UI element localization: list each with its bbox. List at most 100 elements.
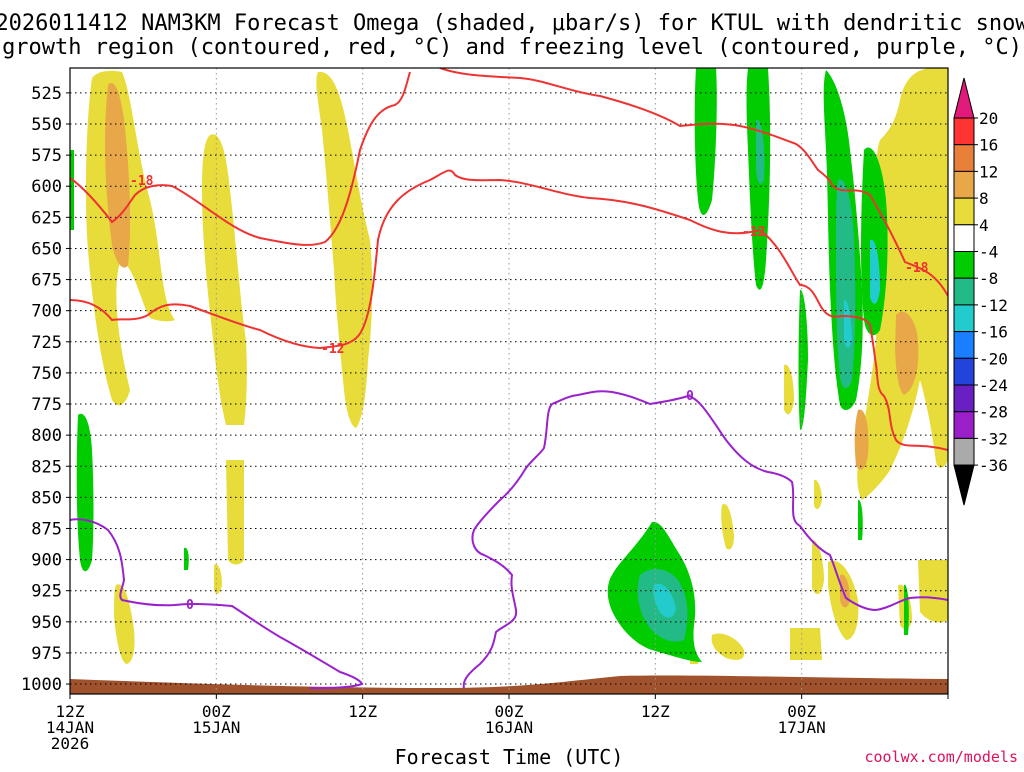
x-tick-label: 12Z <box>56 702 85 721</box>
y-tick-label: 875 <box>31 519 62 539</box>
colorbar-segment <box>953 277 975 306</box>
colorbar-segment <box>953 357 975 386</box>
y-tick-label: 650 <box>31 239 62 259</box>
y-tick-label: 600 <box>31 177 62 197</box>
x-tick-label: 16JAN <box>485 718 533 737</box>
colorbar-label: -8 <box>979 269 998 288</box>
omega-negative-area <box>76 413 94 572</box>
y-tick-label: 550 <box>31 115 62 135</box>
contour-lines: -18 -12 -18 -12 0 0 <box>70 68 948 689</box>
colorbar-label: -36 <box>979 456 1008 475</box>
omega-negative-area <box>694 68 717 215</box>
omega-negative-area <box>844 299 852 348</box>
x-tick-label: 12Z <box>348 702 377 721</box>
colorbar-segment <box>953 384 975 413</box>
omega-negative-area <box>870 239 880 304</box>
x-tick-label: 17JAN <box>778 718 826 737</box>
y-tick-label: 675 <box>31 271 62 291</box>
omega-positive-area <box>721 504 734 550</box>
freezing-level-label: 0 <box>686 389 694 404</box>
dgz-top-contour <box>831 184 948 297</box>
y-tick-label: 1000 <box>21 675 62 695</box>
colorbar-label: -16 <box>979 323 1008 342</box>
omega-positive-area <box>814 479 822 510</box>
colorbar-label: 16 <box>979 136 998 155</box>
colorbar-label: -32 <box>979 429 1008 448</box>
colorbar-segment <box>953 251 975 279</box>
y-tick-label: 900 <box>31 551 62 571</box>
colorbar-segment <box>953 197 975 226</box>
omega-positive-area <box>226 460 244 565</box>
x-tick-label: 2026 <box>51 734 90 753</box>
dgz-bottom-label: -12 <box>742 225 765 240</box>
colorbar-label: -12 <box>979 296 1008 315</box>
y-tick-label: 625 <box>31 208 62 228</box>
omega-positive-area <box>214 564 222 594</box>
omega-negative-area <box>184 547 189 570</box>
y-tick-label: 575 <box>31 146 62 166</box>
chart-title-line1: 2026011412 NAM3KM Forecast Omega (shaded… <box>0 11 1024 36</box>
colorbar-bottom-arrow <box>953 464 975 506</box>
omega-positive-area <box>895 311 919 395</box>
colorbar-label: 4 <box>979 216 989 235</box>
dgz-top-label: -18 <box>905 261 929 276</box>
y-axis: 525 550 575 600 625 650 675 700 725 750 775 800 825 8… <box>21 84 70 695</box>
omega-positive-area <box>202 134 247 425</box>
x-tick-label: 00Z <box>787 702 816 721</box>
watermark: coolwx.com/models <box>864 748 1018 766</box>
dgz-upper-contour <box>439 68 833 186</box>
dgz-bottom-label: -12 <box>321 342 344 357</box>
x-tick-label: 00Z <box>202 702 231 721</box>
colorbar-segment <box>953 144 975 172</box>
y-tick-label: 850 <box>31 488 62 508</box>
omega-negative-area <box>756 119 765 185</box>
omega-negative-area <box>798 289 808 430</box>
y-tick-label: 700 <box>31 302 62 322</box>
y-tick-label: 925 <box>31 582 62 602</box>
gridlines <box>70 68 948 694</box>
colorbar-segment <box>953 224 975 253</box>
colorbar-label: -24 <box>979 376 1008 395</box>
freezing-level-contour <box>462 390 948 689</box>
y-tick-label: 750 <box>31 364 62 384</box>
colorbar-segment <box>953 117 975 146</box>
colorbar-segment <box>953 170 975 199</box>
colorbar-label: -20 <box>979 349 1008 368</box>
omega-negative-area <box>653 583 676 618</box>
omega-positive-area <box>790 628 822 660</box>
omega-positive-area <box>316 71 373 428</box>
x-tick-label: 00Z <box>495 702 524 721</box>
y-tick-label: 825 <box>31 457 62 477</box>
x-tick-label: 15JAN <box>192 718 240 737</box>
y-tick-label: 800 <box>31 426 62 446</box>
x-tick-label: 12Z <box>641 702 670 721</box>
plot-area <box>70 68 948 694</box>
y-tick-label: 775 <box>31 395 62 415</box>
omega-negative-area <box>904 584 909 635</box>
colorbar-segment <box>953 411 975 439</box>
chart-title-line2: growth region (contoured, red, °C) and f… <box>2 35 1022 60</box>
colorbar-segment <box>953 304 975 333</box>
y-tick-label: 725 <box>31 333 62 353</box>
dgz-top-label: -18 <box>130 174 154 189</box>
omega-negative-area <box>858 499 863 540</box>
omega-positive-area <box>114 584 135 664</box>
dgz-top-contour <box>70 71 411 246</box>
colorbar-top-arrow <box>953 77 975 119</box>
colorbar-legend: 20 16 12 8 4 -4 -8 -12 -16 -20 -24 -28 -32 -36 <box>953 77 1008 506</box>
omega-positive-area <box>854 409 869 470</box>
y-tick-label: 525 <box>31 84 62 104</box>
colorbar-label: -4 <box>979 243 998 262</box>
omega-positive-area <box>812 539 824 595</box>
colorbar-label: 20 <box>979 109 998 128</box>
x-axis-label: Forecast Time (UTC) <box>395 745 624 768</box>
freezing-level-label: 0 <box>186 598 194 613</box>
terrain-surface <box>70 675 948 694</box>
colorbar-label: -28 <box>979 403 1008 422</box>
colorbar-segment <box>953 437 975 466</box>
colorbar-segment <box>953 331 975 359</box>
omega-negative-area <box>70 150 74 230</box>
